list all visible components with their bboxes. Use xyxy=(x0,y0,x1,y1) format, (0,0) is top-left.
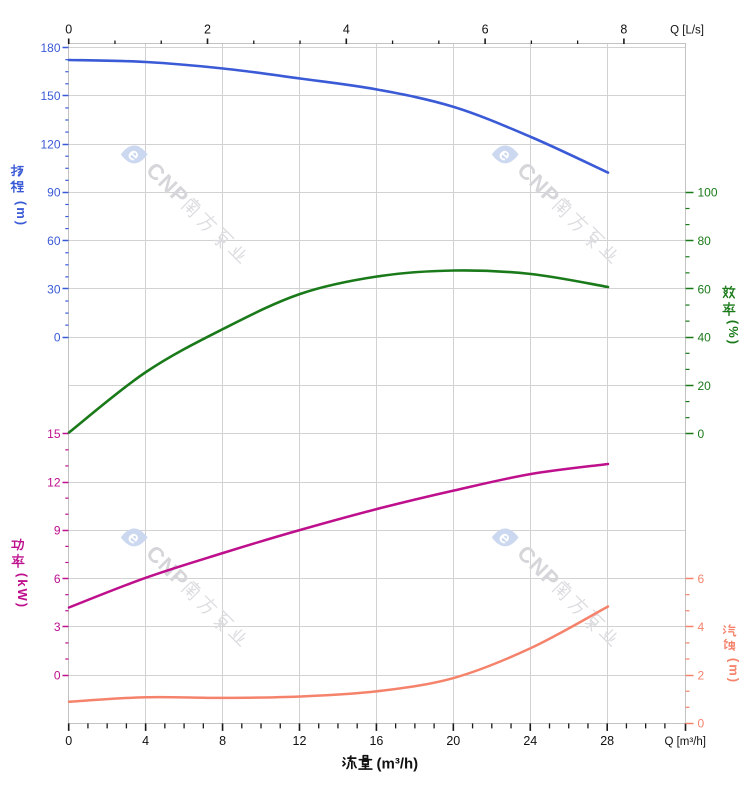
svg-text:0: 0 xyxy=(698,427,705,441)
svg-text:15: 15 xyxy=(47,427,61,441)
svg-text:28: 28 xyxy=(600,734,614,748)
svg-text:3: 3 xyxy=(54,620,61,634)
svg-text:60: 60 xyxy=(698,282,712,296)
svg-text:20: 20 xyxy=(698,379,712,393)
svg-text:90: 90 xyxy=(47,186,61,200)
svg-text:6: 6 xyxy=(698,572,705,586)
svg-text:Q [m³/h]: Q [m³/h] xyxy=(664,736,706,748)
svg-text:4: 4 xyxy=(343,23,350,37)
svg-text:150: 150 xyxy=(40,89,60,103)
svg-text:8: 8 xyxy=(219,734,226,748)
svg-text:2: 2 xyxy=(698,668,705,682)
svg-text:12: 12 xyxy=(293,734,307,748)
svg-text:80: 80 xyxy=(698,234,712,248)
svg-text:0: 0 xyxy=(54,668,61,682)
svg-text:180: 180 xyxy=(40,41,60,55)
svg-text:0: 0 xyxy=(65,734,72,748)
svg-text:8: 8 xyxy=(620,23,627,37)
svg-text:6: 6 xyxy=(54,572,61,586)
svg-text:100: 100 xyxy=(698,186,718,200)
svg-text:0: 0 xyxy=(54,331,61,345)
svg-text:30: 30 xyxy=(47,282,61,296)
svg-text:(m): (m) xyxy=(727,658,742,684)
svg-text:24: 24 xyxy=(523,734,537,748)
svg-text:9: 9 xyxy=(54,524,61,538)
svg-text:6: 6 xyxy=(482,23,489,37)
svg-text:60: 60 xyxy=(47,234,61,248)
svg-text:16: 16 xyxy=(369,734,383,748)
svg-text:120: 120 xyxy=(40,137,60,151)
svg-text:40: 40 xyxy=(698,331,712,345)
svg-text:4: 4 xyxy=(142,734,149,748)
svg-text:Q [L/s]: Q [L/s] xyxy=(670,25,704,37)
svg-text:(m³/h): (m³/h) xyxy=(377,756,419,773)
svg-text:2: 2 xyxy=(204,23,211,37)
svg-text:(kW): (kW) xyxy=(15,573,30,609)
svg-text:(m): (m) xyxy=(14,201,29,227)
svg-text:4: 4 xyxy=(698,620,705,634)
svg-text:0: 0 xyxy=(65,23,72,37)
svg-text:(%): (%) xyxy=(726,320,741,346)
svg-text:12: 12 xyxy=(47,475,61,489)
svg-text:0: 0 xyxy=(698,717,705,731)
svg-text:20: 20 xyxy=(446,734,460,748)
